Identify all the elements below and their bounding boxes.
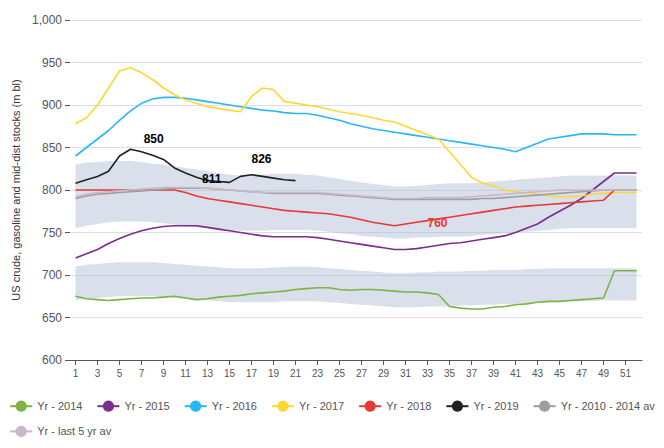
svg-text:13: 13 <box>202 368 214 379</box>
svg-text:49: 49 <box>598 368 610 379</box>
svg-text:9: 9 <box>161 368 167 379</box>
svg-text:37: 37 <box>466 368 478 379</box>
svg-text:11: 11 <box>180 368 191 379</box>
svg-text:5: 5 <box>117 368 123 379</box>
svg-text:45: 45 <box>554 368 566 379</box>
svg-text:1: 1 <box>73 368 79 379</box>
svg-text:43: 43 <box>532 368 544 379</box>
svg-text:27: 27 <box>356 368 368 379</box>
svg-text:950: 950 <box>42 56 62 70</box>
svg-text:Yr - 2015: Yr - 2015 <box>124 400 169 412</box>
svg-text:Yr - last 5 yr av: Yr - last 5 yr av <box>37 425 111 437</box>
svg-text:700: 700 <box>42 268 62 282</box>
svg-text:29: 29 <box>378 368 390 379</box>
svg-text:900: 900 <box>42 98 62 112</box>
svg-text:850: 850 <box>144 132 164 146</box>
svg-text:811: 811 <box>202 172 222 186</box>
svg-text:750: 750 <box>42 226 62 240</box>
svg-text:51: 51 <box>620 368 632 379</box>
svg-text:31: 31 <box>400 368 412 379</box>
svg-text:Yr - 2019: Yr - 2019 <box>473 400 518 412</box>
svg-text:25: 25 <box>334 368 346 379</box>
svg-text:33: 33 <box>422 368 434 379</box>
svg-text:41: 41 <box>510 368 522 379</box>
svg-text:17: 17 <box>246 368 258 379</box>
svg-text:3: 3 <box>95 368 101 379</box>
svg-text:600: 600 <box>42 353 62 367</box>
svg-text:Yr - 2010 - 2014 av: Yr - 2010 - 2014 av <box>561 400 656 412</box>
svg-text:47: 47 <box>576 368 588 379</box>
svg-text:850: 850 <box>42 141 62 155</box>
svg-text:760: 760 <box>428 216 448 230</box>
svg-text:650: 650 <box>42 311 62 325</box>
svg-text:39: 39 <box>488 368 500 379</box>
svg-text:826: 826 <box>252 152 272 166</box>
svg-text:Yr - 2014: Yr - 2014 <box>37 400 82 412</box>
svg-text:15: 15 <box>224 368 236 379</box>
svg-text:23: 23 <box>312 368 324 379</box>
svg-text:1,000: 1,000 <box>32 13 62 27</box>
svg-text:Yr - 2017: Yr - 2017 <box>299 400 344 412</box>
svg-text:Yr - 2016: Yr - 2016 <box>212 400 257 412</box>
svg-text:7: 7 <box>139 368 145 379</box>
svg-text:US crude, gasoline and mid-dis: US crude, gasoline and mid-dist stocks (… <box>10 79 22 300</box>
svg-text:Yr - 2018: Yr - 2018 <box>386 400 431 412</box>
svg-text:35: 35 <box>444 368 456 379</box>
svg-text:19: 19 <box>268 368 280 379</box>
svg-text:800: 800 <box>42 183 62 197</box>
svg-text:21: 21 <box>290 368 302 379</box>
